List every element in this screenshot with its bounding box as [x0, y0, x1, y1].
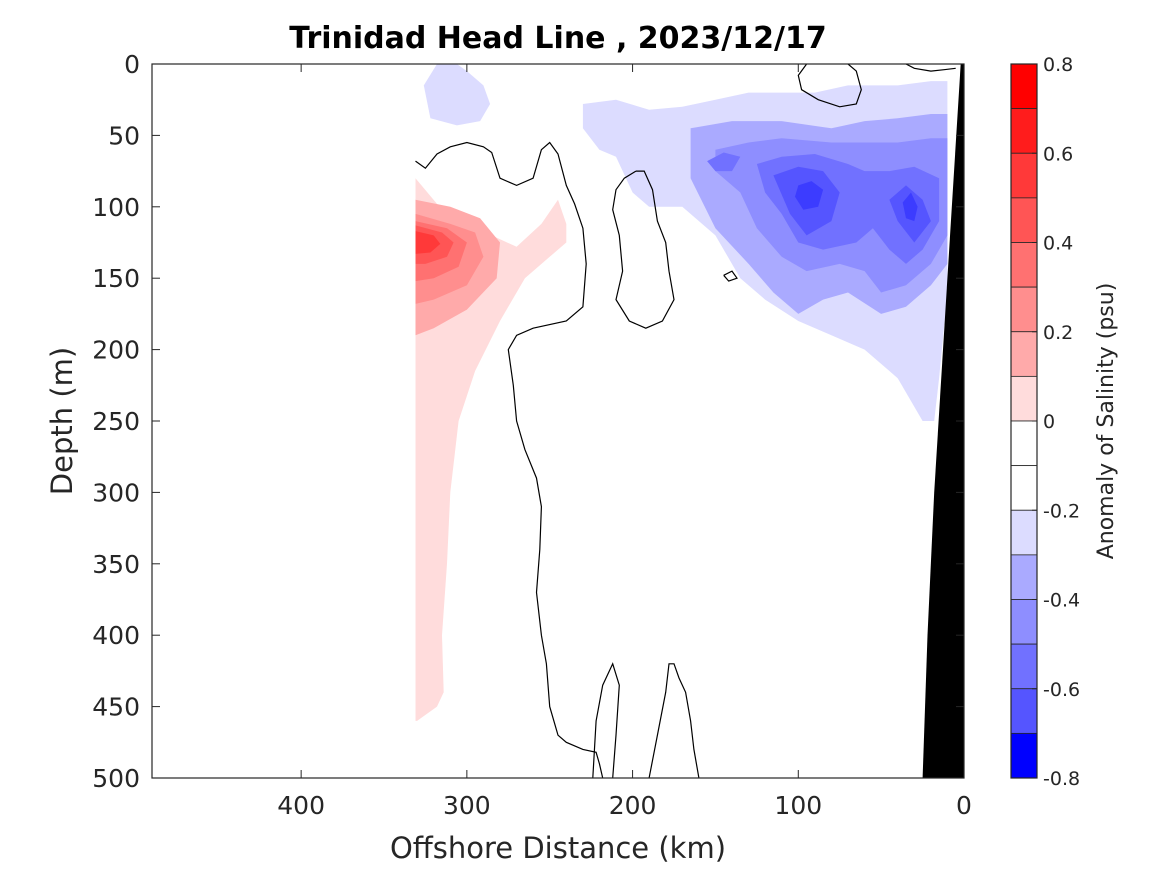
- bathymetry-mask: [922, 64, 964, 778]
- plot-area: 400 300 200 100 0 0 50 100 150 200 250 300 350 400 45…: [92, 50, 972, 820]
- y-tick-label: 450: [92, 693, 140, 722]
- colorbar-swatch: [1010, 108, 1038, 154]
- colorbar-tick-label: -0.6: [1043, 679, 1080, 701]
- colorbar-tick-label: 0.4: [1043, 233, 1073, 255]
- colorbar-swatch: [1010, 331, 1038, 377]
- colorbar-tick-label: 0.2: [1043, 322, 1073, 344]
- colorbar-tick-label: 0.8: [1043, 54, 1073, 76]
- y-tick-label: 300: [92, 478, 140, 507]
- y-axis-label: Depth (m): [45, 347, 79, 495]
- colorbar-swatch: [1010, 509, 1038, 556]
- x-axis: 400 300 200 100 0: [277, 64, 972, 820]
- colorbar-tick-label: -0.8: [1043, 768, 1080, 790]
- colorbar-swatch: [1010, 732, 1038, 779]
- land-mask: [922, 64, 964, 778]
- zero-contours: [415, 64, 956, 778]
- y-tick-label: 350: [92, 550, 140, 579]
- x-tick-label: 100: [774, 791, 822, 820]
- colorbar-swatch: [1010, 599, 1038, 645]
- x-tick-label: 300: [443, 791, 491, 820]
- anomaly-regions: [415, 64, 948, 721]
- colorbar-swatch: [1010, 643, 1038, 690]
- colorbar-tick-label: -0.4: [1043, 590, 1080, 612]
- zero-contour-line: [648, 663, 700, 778]
- zero-contour-line: [905, 64, 956, 72]
- y-tick-label: 250: [92, 407, 140, 436]
- zero-contour-line: [415, 141, 604, 778]
- y-tick-label: 150: [92, 264, 140, 293]
- colorbar-swatch: [1010, 465, 1038, 511]
- colorbar-tick-label: 0: [1043, 411, 1055, 433]
- x-tick-label: 0: [956, 791, 972, 820]
- region-negative-anomaly-0.4-0.5: [707, 152, 741, 172]
- colorbar: 0.8 0.6 0.4 0.2 0 -0.2 -0.4 -0.6 -0.8: [1010, 54, 1080, 790]
- y-tick-label: 100: [92, 193, 140, 222]
- region-negative-anomaly-0.6-0.7-b: [902, 192, 918, 222]
- y-tick-label: 500: [92, 764, 140, 793]
- colorbar-swatch: [1010, 63, 1038, 110]
- colorbar-swatch: [1010, 152, 1038, 199]
- region-negative-anomaly-0.6-0.7: [795, 181, 824, 210]
- colorbar-swatch: [1010, 420, 1038, 467]
- zero-contour-line: [723, 270, 738, 282]
- colorbar-swatch: [1010, 286, 1038, 333]
- zero-contour-line: [797, 64, 862, 108]
- colorbar-tick-label: -0.2: [1043, 500, 1080, 522]
- region-positive-anomaly-0.5-0.6: [415, 231, 441, 254]
- y-tick-label: 200: [92, 336, 140, 365]
- y-tick-label: 400: [92, 621, 140, 650]
- colorbar-swatch: [1010, 688, 1038, 734]
- x-tick-label: 400: [277, 791, 325, 820]
- colorbar-tick-label: 0.6: [1043, 143, 1073, 165]
- x-tick-label: 200: [609, 791, 657, 820]
- y-axis: 0 50 100 150 200 250 300 350 400 450 500: [92, 50, 964, 793]
- zero-contour-line: [592, 662, 620, 778]
- region-negative-anomaly-0.1-0.2-surface: [423, 64, 491, 126]
- colorbar-label: Anomaly of Salinity (psu): [1094, 283, 1119, 560]
- x-axis-label: Offshore Distance (km): [390, 831, 726, 865]
- colorbar-swatch: [1010, 554, 1038, 600]
- y-tick-label: 50: [108, 121, 140, 150]
- zero-contour-line: [612, 170, 675, 329]
- colorbar-swatch: [1010, 375, 1038, 422]
- y-tick-label: 0: [124, 50, 140, 79]
- colorbar-swatch: [1010, 197, 1038, 243]
- colorbar-swatch: [1010, 242, 1038, 288]
- chart-title: Trinidad Head Line , 2023/12/17: [289, 21, 826, 56]
